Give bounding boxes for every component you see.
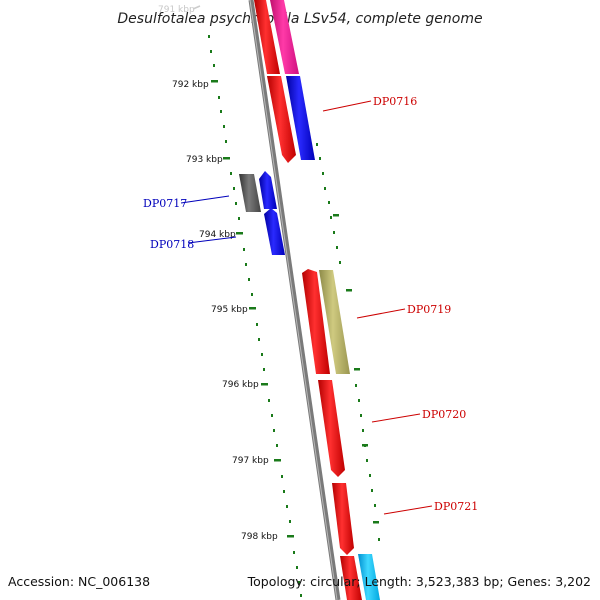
gene-feature-red-top <box>254 0 280 74</box>
gene-feature-blue-dp0716 <box>286 76 315 160</box>
gene-label-dp0716[interactable]: DP0716 <box>373 95 417 108</box>
gene-feature-red-dp0719 <box>302 269 330 374</box>
gene-feature-red-dp0721 <box>332 483 354 555</box>
gene-feature-red-dp0716 <box>267 76 296 163</box>
tick-label-792: 792 kbp <box>172 80 209 90</box>
gene-label-group-dp0719: DP0719 <box>356 303 451 319</box>
tick-label-794: 794 kbp <box>199 230 236 240</box>
genome-summary-label: Topology: circular; Length: 3,523,383 bp… <box>247 574 591 589</box>
gene-feature-cyan-bottom <box>358 554 380 600</box>
gene-label-dp0718[interactable]: DP0718 <box>150 238 194 251</box>
gene-feature-red-dp0720 <box>318 380 345 477</box>
gene-feature-gray <box>239 174 261 212</box>
scale-major-ticks <box>211 80 294 538</box>
gene-label-group-dp0717: DP0717 <box>143 195 230 210</box>
tick-label-796: 796 kbp <box>222 380 259 390</box>
gene-feature-blue-dp0718 <box>264 208 285 255</box>
gene-label-group-dp0721: DP0721 <box>383 500 478 515</box>
gene-label-group-dp0716: DP0716 <box>322 95 417 112</box>
tick-label-795: 795 kbp <box>211 305 248 315</box>
gene-label-dp0717[interactable]: DP0717 <box>143 197 187 210</box>
scale-tick-labels: 791 kbp 792 kbp 793 kbp 794 kbp 795 kbp … <box>158 5 278 542</box>
tick-label-793: 793 kbp <box>186 155 223 165</box>
gene-label-dp0721[interactable]: DP0721 <box>434 500 478 513</box>
gene-feature-olive-dp0719 <box>319 270 350 374</box>
tick-label-798: 798 kbp <box>241 532 278 542</box>
gc-track-dashes <box>333 214 379 524</box>
gene-label-dp0719[interactable]: DP0719 <box>407 303 451 316</box>
tick-label-797: 797 kbp <box>232 456 269 466</box>
gene-feature-pink <box>270 0 299 74</box>
gene-label-group-dp0718: DP0718 <box>150 236 237 251</box>
accession-label: Accession: NC_006138 <box>8 574 150 589</box>
scale-track-dots <box>208 35 302 597</box>
gene-label-dp0720[interactable]: DP0720 <box>422 408 466 421</box>
gene-feature-blue-dp0717 <box>259 171 277 209</box>
map-title: Desulfotalea psychrophila LSv54, complet… <box>117 11 482 27</box>
gene-label-group-dp0720: DP0720 <box>371 408 466 423</box>
genome-backbone <box>248 0 341 600</box>
tick-label-791: 791 kbp <box>158 5 195 15</box>
gene-feature-red-bottom <box>340 556 362 600</box>
